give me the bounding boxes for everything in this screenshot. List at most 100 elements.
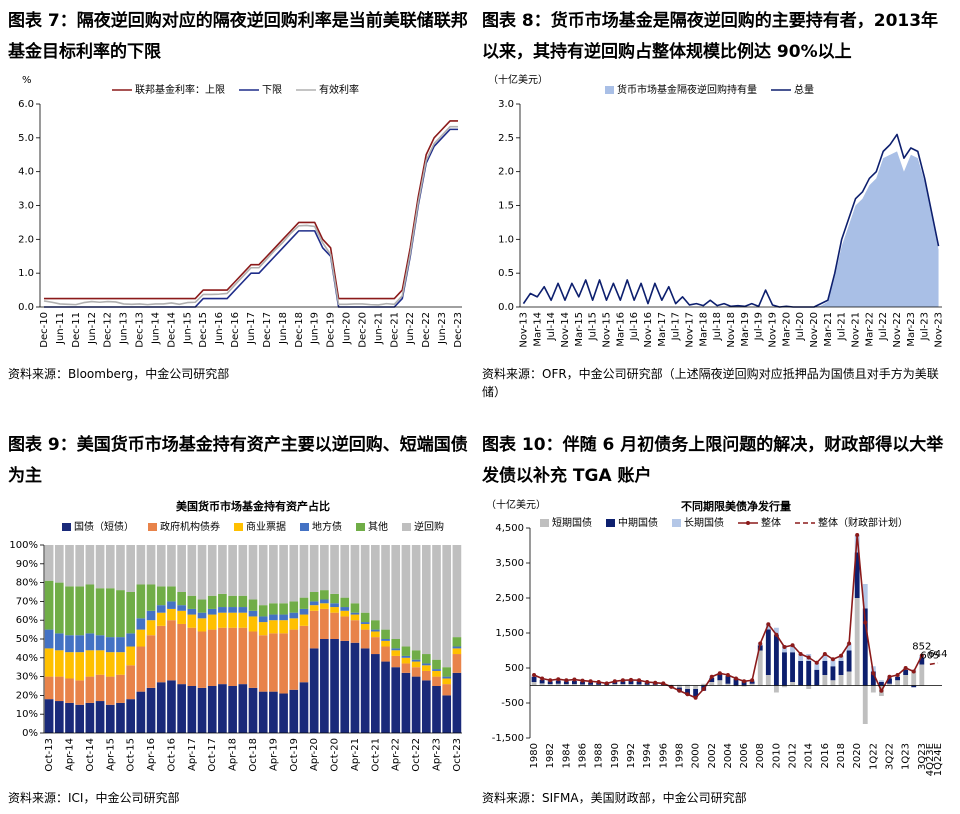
bar-segment xyxy=(146,687,156,733)
x-tick-label: Jun-11 xyxy=(55,312,66,345)
data-label: 605 xyxy=(920,650,939,661)
bar-segment xyxy=(381,545,390,630)
x-tick-label: Dec-22 xyxy=(421,312,432,348)
bar-segment xyxy=(54,582,64,634)
bar-segment xyxy=(320,599,329,604)
bar-segment xyxy=(289,612,299,619)
bar-segment xyxy=(846,671,852,686)
figure-title: 图表 7：隔夜逆回购对应的隔夜逆回购利率是当前美联储联邦基金目标利率的下限 xyxy=(8,11,468,62)
x-tick-label: Oct-14 xyxy=(85,738,96,772)
bar-segment xyxy=(330,593,339,604)
bar-segment xyxy=(146,545,156,585)
line-marker xyxy=(661,681,666,686)
x-tick-label: Nov-17 xyxy=(684,312,695,348)
y-tick-label: 3.0 xyxy=(18,201,34,212)
bar-segment xyxy=(167,601,176,609)
line-marker xyxy=(653,680,658,685)
bar-segment xyxy=(279,545,288,604)
bar-segment xyxy=(238,595,248,608)
bar-segment xyxy=(156,605,166,613)
line-marker xyxy=(540,676,545,681)
bar-segment xyxy=(391,648,401,651)
bar-segment xyxy=(572,680,577,685)
bar-segment xyxy=(65,702,74,733)
x-tick-label: Jul-19 xyxy=(754,312,765,341)
bar-segment xyxy=(269,620,278,634)
line-marker xyxy=(564,678,569,683)
x-tick-label: 3Q23 xyxy=(917,743,928,770)
x-tick-label: 2002 xyxy=(707,743,718,768)
x-tick-label: Apr-17 xyxy=(187,738,198,771)
x-tick-label: 1994 xyxy=(642,743,653,768)
x-tick-label: Jun-15 xyxy=(182,312,193,345)
x-tick-label: Nov-15 xyxy=(601,312,612,348)
bar-segment xyxy=(218,545,227,594)
bar-segment xyxy=(391,650,401,656)
bar-segment xyxy=(44,676,54,700)
bar-segment xyxy=(830,680,836,686)
x-tick-label: Jun-23 xyxy=(437,312,448,345)
y-tick-label: 1,500 xyxy=(495,628,524,639)
bar-segment xyxy=(887,678,892,684)
x-tick-label: Oct-19 xyxy=(289,738,300,772)
bar-segment xyxy=(895,680,900,686)
bar-segment xyxy=(228,612,237,628)
bar-segment xyxy=(432,545,441,660)
bar-segment xyxy=(299,597,309,609)
bar-segment xyxy=(903,669,909,675)
bar-segment xyxy=(340,640,350,733)
y-tick-label: 2,500 xyxy=(495,593,524,604)
bar-segment xyxy=(878,680,884,682)
bar-segment xyxy=(85,545,95,585)
x-tick-label: Jul-17 xyxy=(671,312,682,341)
bar-segment xyxy=(228,595,237,608)
x-tick-label: Oct-15 xyxy=(126,738,137,772)
bar-segment xyxy=(360,622,370,624)
x-tick-label: Apr-14 xyxy=(64,738,75,771)
bar-segment xyxy=(85,650,95,677)
x-tick-label: Apr-23 xyxy=(432,738,443,771)
x-tick-label: Jul-20 xyxy=(795,312,806,341)
bar-segment xyxy=(677,685,682,688)
line-marker xyxy=(887,674,892,679)
bar-segment xyxy=(442,667,452,677)
line-marker xyxy=(895,673,900,677)
bar-segment xyxy=(452,646,462,649)
x-tick-label: Apr-15 xyxy=(105,738,116,771)
x-tick-label: 2000 xyxy=(691,743,702,768)
bar-segment xyxy=(197,618,207,632)
bar-segment xyxy=(814,662,820,670)
bar-segment xyxy=(838,675,844,686)
y-tick-label: 60% xyxy=(16,615,38,626)
bar-segment xyxy=(309,601,319,606)
bar-segment xyxy=(218,627,227,685)
bar-segment xyxy=(693,685,699,689)
bar-segment xyxy=(555,680,561,684)
area xyxy=(523,151,939,307)
x-tick-label: 1980 xyxy=(529,743,540,768)
bar-segment xyxy=(75,635,85,653)
bar-segment xyxy=(452,654,462,673)
bar-segment xyxy=(360,629,370,649)
bar-segment xyxy=(733,678,739,686)
y-tick-label: 500 xyxy=(505,663,524,674)
chart: 不同期限美债净发行量 （十亿美元） -1,500 -500 500 1,500 2,500 3… xyxy=(486,498,948,776)
bar-segment xyxy=(116,545,125,591)
bar-segment xyxy=(330,603,339,608)
bar-segment xyxy=(421,545,431,655)
bar-segment xyxy=(555,683,561,686)
y-tick-label: 1.0 xyxy=(498,234,514,245)
bar-segment xyxy=(299,625,309,683)
bar-segment xyxy=(320,603,329,609)
bar-segment xyxy=(177,592,186,606)
x-tick-label: 1990 xyxy=(610,743,621,768)
bar-segment xyxy=(531,676,537,682)
bar-segment xyxy=(197,612,207,619)
legend-label: 中期国债 xyxy=(618,516,658,529)
bar-segment xyxy=(248,631,258,688)
y-tick-label: 70% xyxy=(16,596,38,607)
line-marker xyxy=(725,673,730,677)
bar-segment xyxy=(371,637,380,655)
line xyxy=(43,120,459,300)
bar-segment xyxy=(452,637,462,647)
